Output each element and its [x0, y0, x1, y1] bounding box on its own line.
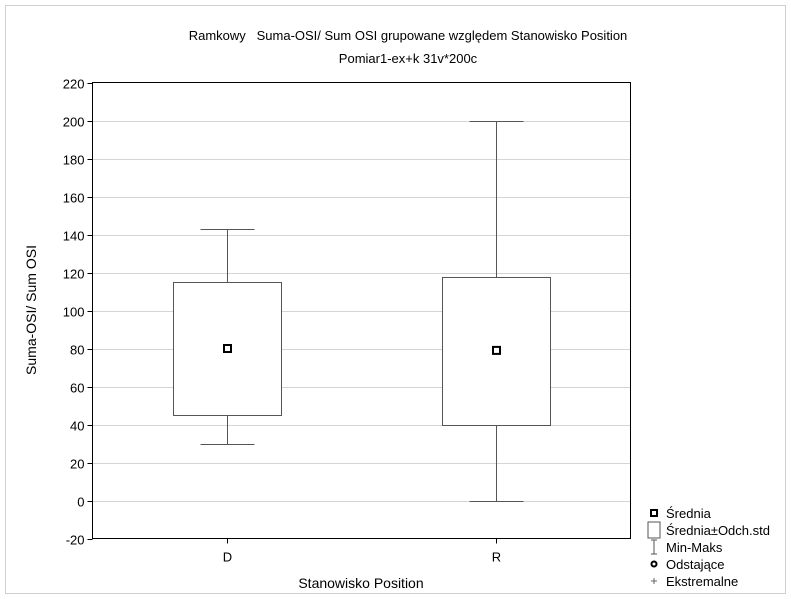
y-tick-label: 20: [70, 457, 84, 472]
legend-item-outlier: Odstające: [650, 557, 725, 572]
box-group-R: [442, 121, 551, 502]
y-tick-label: 60: [70, 381, 84, 396]
legend-item-extreme: Ekstremalne: [651, 574, 738, 589]
y-tick-label: 160: [63, 191, 85, 206]
legend-outlier-icon: [650, 560, 658, 568]
y-tick-label: 0: [77, 495, 84, 510]
y-tick-label: 40: [70, 419, 84, 434]
mean-marker: [223, 344, 232, 353]
y-tick-label: -20: [66, 533, 85, 548]
legend: Średnia Średnia±Odch.std Min-Maks Odstające…: [647, 506, 770, 589]
y-tick-label: 140: [63, 229, 85, 244]
legend-label: Średnia±Odch.std: [666, 523, 770, 538]
y-axis-ticks: -20 0 20 40 60 80 100 120 140 160 180 200 220: [63, 77, 93, 548]
y-tick-label: 100: [63, 305, 85, 320]
legend-mean-icon: [650, 509, 658, 517]
mean-marker: [492, 345, 501, 355]
legend-label: Min-Maks: [666, 540, 723, 555]
y-tick-label: 200: [63, 115, 85, 130]
legend-box-icon: [647, 521, 661, 539]
x-tick-label: R: [492, 550, 501, 565]
legend-label: Odstające: [666, 557, 725, 572]
legend-label: Średnia: [666, 506, 712, 521]
legend-label: Ekstremalne: [666, 574, 738, 589]
y-axis-label: Suma-OSI/ Sum OSI: [23, 245, 39, 375]
y-tick-label: 80: [70, 343, 84, 358]
legend-item-whisker: Min-Maks: [651, 539, 723, 555]
chart-outer-frame: [5, 5, 786, 594]
chart-title: Ramkowy Suma-OSI/ Sum OSI grupowane wzgl…: [189, 28, 628, 43]
chart-subtitle: Pomiar1-ex+k 31v*200c: [339, 51, 478, 66]
legend-item-box: Średnia±Odch.std: [647, 521, 770, 539]
y-tick-label: 180: [63, 153, 85, 168]
x-tick-label: D: [223, 550, 232, 565]
box-groups: [173, 121, 551, 502]
plot-area-frame: [92, 82, 631, 539]
legend-item-mean: Średnia: [650, 506, 712, 521]
y-tick-label: 220: [63, 77, 85, 92]
x-axis-label: Stanowisko Position: [298, 575, 423, 591]
y-tick-label: 120: [63, 267, 85, 282]
box-group-D: [173, 229, 282, 445]
